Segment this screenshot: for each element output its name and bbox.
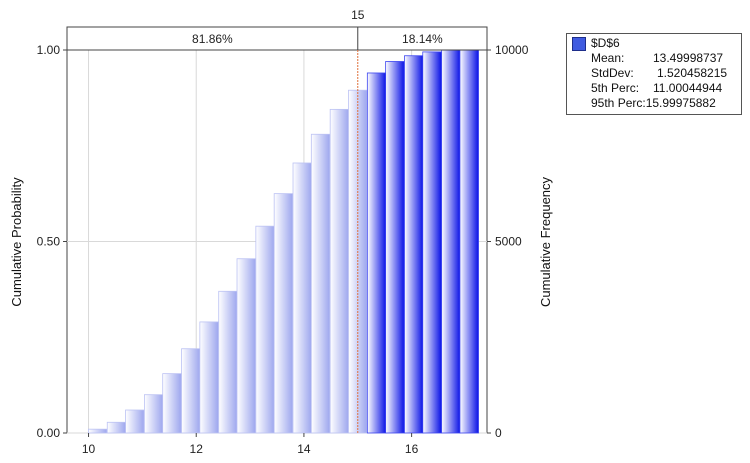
histogram-bar[interactable] bbox=[292, 162, 312, 434]
histogram-bar[interactable] bbox=[404, 55, 424, 434]
x-tick-label: 14 bbox=[297, 442, 311, 456]
right-percentage-label: 18.14% bbox=[402, 32, 443, 46]
histogram-bar[interactable] bbox=[106, 421, 127, 434]
stat-value: 13.49998737 bbox=[653, 51, 724, 65]
legend-swatch bbox=[572, 37, 586, 51]
x-tick-label: 16 bbox=[405, 442, 419, 456]
histogram-bar[interactable] bbox=[199, 321, 219, 434]
histogram-bar[interactable] bbox=[255, 225, 275, 434]
stat-95th-perc: 95th Perc:15.99975882 bbox=[591, 96, 716, 110]
y-axis-title: Cumulative Probability bbox=[9, 177, 24, 307]
left-percentage-label: 81.86% bbox=[192, 32, 233, 46]
legend: $D$6 Mean: 13.49998737 StdDev: 1.520458215… bbox=[566, 33, 742, 115]
stat-label: 5th Perc: bbox=[591, 81, 640, 95]
histogram-bar[interactable] bbox=[273, 193, 294, 434]
top-band bbox=[66, 26, 488, 51]
histogram-bar[interactable] bbox=[310, 133, 331, 434]
y-tick-label: 1.00 bbox=[37, 43, 61, 57]
histogram-bar[interactable] bbox=[162, 373, 182, 434]
histogram-bar[interactable] bbox=[144, 394, 164, 434]
y2-tick-label: 0 bbox=[495, 426, 502, 440]
y-tick-label: 0.50 bbox=[37, 235, 61, 249]
histogram-bar[interactable] bbox=[181, 348, 201, 434]
histogram-bar[interactable] bbox=[385, 61, 405, 434]
histogram-bar[interactable] bbox=[125, 409, 145, 434]
histogram-bar[interactable] bbox=[422, 51, 442, 434]
stat-stddev: StdDev: 1.520458215 bbox=[591, 66, 727, 80]
stat-mean: Mean: 13.49998737 bbox=[591, 51, 723, 65]
stat-label: Mean: bbox=[591, 51, 625, 65]
histogram-bar[interactable] bbox=[459, 49, 479, 434]
axis-ticks: 10 12 14 16 0.00 0.50 1.00 0 5000 10000 bbox=[37, 43, 529, 456]
stat-value: 11.00044944 bbox=[653, 81, 723, 95]
histogram-bar[interactable] bbox=[236, 258, 256, 434]
stat-value: 15.99975882 bbox=[645, 96, 716, 110]
histogram-bar[interactable] bbox=[366, 72, 387, 434]
histogram-bar[interactable] bbox=[441, 49, 461, 434]
stat-label: StdDev: bbox=[591, 66, 634, 80]
x-tick-label: 12 bbox=[190, 442, 204, 456]
bars bbox=[88, 49, 479, 434]
cutoff-value-label: 15 bbox=[351, 8, 365, 22]
histogram-bar[interactable] bbox=[218, 290, 238, 434]
histogram-bar[interactable] bbox=[88, 428, 108, 434]
y2-tick-label: 10000 bbox=[495, 43, 529, 57]
stat-label: 95th Perc: bbox=[591, 96, 646, 110]
x-tick-label: 10 bbox=[82, 442, 96, 456]
y2-axis-title: Cumulative Frequency bbox=[538, 176, 553, 307]
y-tick-label: 0.00 bbox=[37, 426, 61, 440]
histogram-bar[interactable] bbox=[329, 108, 350, 434]
legend-series-name: $D$6 bbox=[591, 36, 620, 50]
stat-value: 1.520458215 bbox=[657, 66, 728, 80]
y2-tick-label: 5000 bbox=[495, 235, 522, 249]
stat-5th-perc: 5th Perc: 11.00044944 bbox=[591, 81, 722, 95]
